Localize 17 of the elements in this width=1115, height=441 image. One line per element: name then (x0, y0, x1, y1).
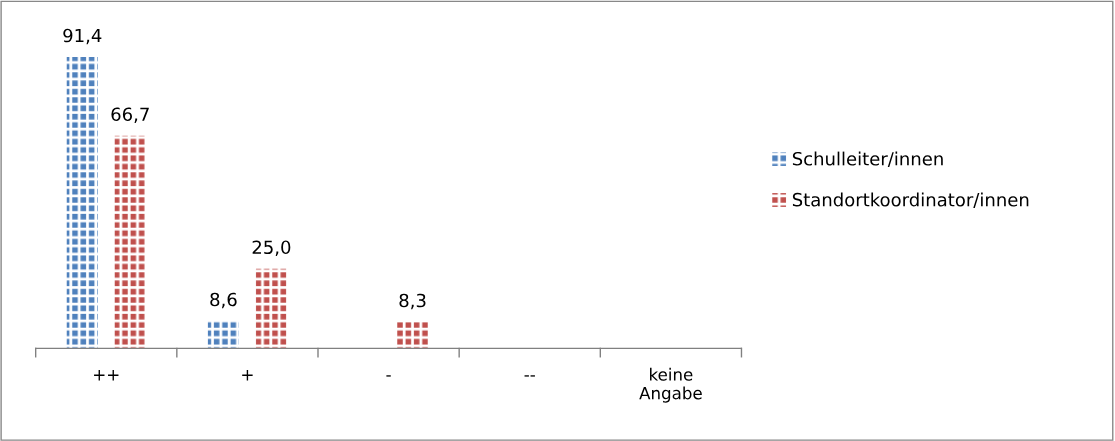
x-tick-label: + (242, 370, 253, 381)
legend-label: Standortkoordinator/innen (792, 192, 1029, 208)
x-tick-label: - (386, 375, 391, 377)
data-label: 8,6 (210, 292, 237, 309)
bar (255, 268, 287, 349)
x-tick-label: ++ (94, 370, 119, 381)
x-tick-label: -- (524, 375, 535, 377)
x-tick-label: keine Angabe (639, 367, 702, 403)
legend-label: Schulleiter/innen (792, 151, 943, 167)
bar (66, 56, 98, 349)
bar (207, 320, 239, 349)
data-label: 25,0 (252, 240, 291, 256)
data-label: 66,7 (111, 107, 149, 123)
bar (114, 135, 146, 349)
bar (397, 321, 429, 349)
data-label: 8,3 (399, 293, 426, 310)
data-label: 91,4 (63, 28, 102, 45)
